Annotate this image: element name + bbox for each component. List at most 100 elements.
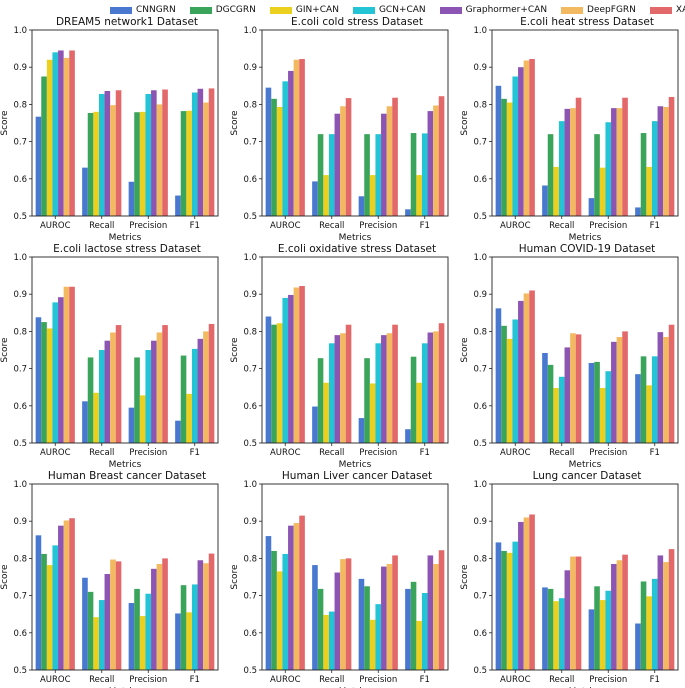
bar <box>145 93 152 216</box>
bar <box>438 550 445 670</box>
bar <box>282 553 289 670</box>
bar <box>82 577 88 670</box>
bar <box>547 364 554 443</box>
bar <box>594 134 600 216</box>
bar <box>115 90 122 216</box>
bar <box>191 348 198 443</box>
x-tick-label: AUROC <box>500 221 531 231</box>
bar <box>529 59 535 217</box>
chart-panel: E.coli lactose stress Dataset 0.5 0.6 0.7 0.… <box>0 243 219 470</box>
bar <box>145 593 152 670</box>
bar <box>575 334 582 443</box>
bar <box>668 96 675 216</box>
legend-label: XATGRN <box>675 5 685 15</box>
bar <box>162 89 168 216</box>
bar <box>312 181 318 216</box>
y-axis-label: Score <box>0 337 10 363</box>
y-tick-label: 1.0 <box>473 253 487 263</box>
bar <box>506 338 513 443</box>
chart-title: Human Breast cancer Dataset <box>48 470 206 482</box>
x-axis-label: Metrics <box>109 460 142 470</box>
bar <box>405 429 411 443</box>
bar <box>110 332 116 443</box>
bar <box>558 598 565 670</box>
x-tick-label: Precision <box>359 221 397 231</box>
bar <box>635 374 641 443</box>
y-tick-label: 0.7 <box>243 592 257 602</box>
bar <box>293 59 300 217</box>
bar <box>156 332 163 443</box>
bar <box>616 560 623 670</box>
y-tick-label: 0.9 <box>473 517 487 527</box>
bar <box>186 393 192 443</box>
bar <box>312 406 318 443</box>
bar <box>381 113 387 216</box>
legend-swatch <box>189 6 212 14</box>
chart-panel: Human COVID-19 Dataset 0.5 0.6 0.7 0.8 0.9 1.0… <box>460 243 679 470</box>
bar <box>501 550 507 670</box>
bar <box>312 565 318 670</box>
bar <box>52 52 59 216</box>
x-tick-label: AUROC <box>270 448 301 458</box>
bar <box>46 565 53 670</box>
bar <box>547 134 554 216</box>
bar <box>512 319 519 443</box>
y-tick-label: 0.7 <box>13 592 27 602</box>
bar <box>52 545 59 670</box>
y-tick-label: 0.6 <box>243 175 257 185</box>
y-axis-label: Score <box>460 337 470 363</box>
x-tick-label: F1 <box>190 221 200 231</box>
x-tick-label: AUROC <box>500 448 531 458</box>
x-tick-label: Recall <box>549 448 574 458</box>
y-tick-label: 0.8 <box>243 554 257 564</box>
y-tick-label: 1.0 <box>13 253 27 263</box>
bar <box>651 121 658 216</box>
bar <box>276 323 283 443</box>
bar <box>635 207 641 216</box>
bar <box>410 356 417 443</box>
y-tick-label: 0.9 <box>243 63 257 73</box>
bar <box>386 563 393 670</box>
bar <box>98 93 105 216</box>
x-tick-label: Recall <box>549 675 574 685</box>
x-tick-label: F1 <box>650 675 660 685</box>
bar <box>151 340 157 443</box>
bar <box>529 514 535 670</box>
y-tick-label: 0.8 <box>13 100 27 110</box>
bar <box>191 584 198 670</box>
bar <box>139 616 146 670</box>
bar <box>288 70 294 216</box>
bar <box>293 287 300 443</box>
bar <box>512 76 519 216</box>
bar <box>110 105 116 216</box>
bar <box>128 407 135 443</box>
bar <box>663 107 669 216</box>
bar <box>180 111 187 216</box>
chart-panel: E.coli heat stress Dataset 0.5 0.6 0.7 0.8 0.… <box>460 16 679 243</box>
bar <box>156 104 163 216</box>
bar <box>588 198 595 216</box>
legend-label: Graphormer+CAN <box>465 5 548 15</box>
legend-item: GIN+CAN <box>269 5 339 15</box>
x-tick-label: F1 <box>650 221 660 231</box>
bar <box>594 361 600 443</box>
legend-item: Graphormer+CAN <box>439 5 548 15</box>
bar <box>427 111 434 216</box>
bar <box>605 122 612 216</box>
bar <box>599 167 606 216</box>
legend-label: GIN+CAN <box>295 5 339 15</box>
y-tick-label: 0.6 <box>473 629 487 639</box>
bar <box>197 560 204 670</box>
y-tick-label: 0.5 <box>13 439 27 449</box>
bar <box>63 286 70 443</box>
x-tick-label: AUROC <box>40 675 71 685</box>
bar <box>616 108 623 216</box>
bar <box>317 588 324 670</box>
chart-panel: DREAM5 network1 Dataset 0.5 0.6 0.7 0.8 0.9 1.… <box>0 16 219 243</box>
y-tick-label: 1.0 <box>243 480 257 490</box>
bar <box>128 603 135 670</box>
legend-item: CNNGRN <box>110 5 176 15</box>
y-tick-label: 0.6 <box>13 402 27 412</box>
bar <box>421 592 428 670</box>
y-tick-label: 0.7 <box>473 138 487 148</box>
